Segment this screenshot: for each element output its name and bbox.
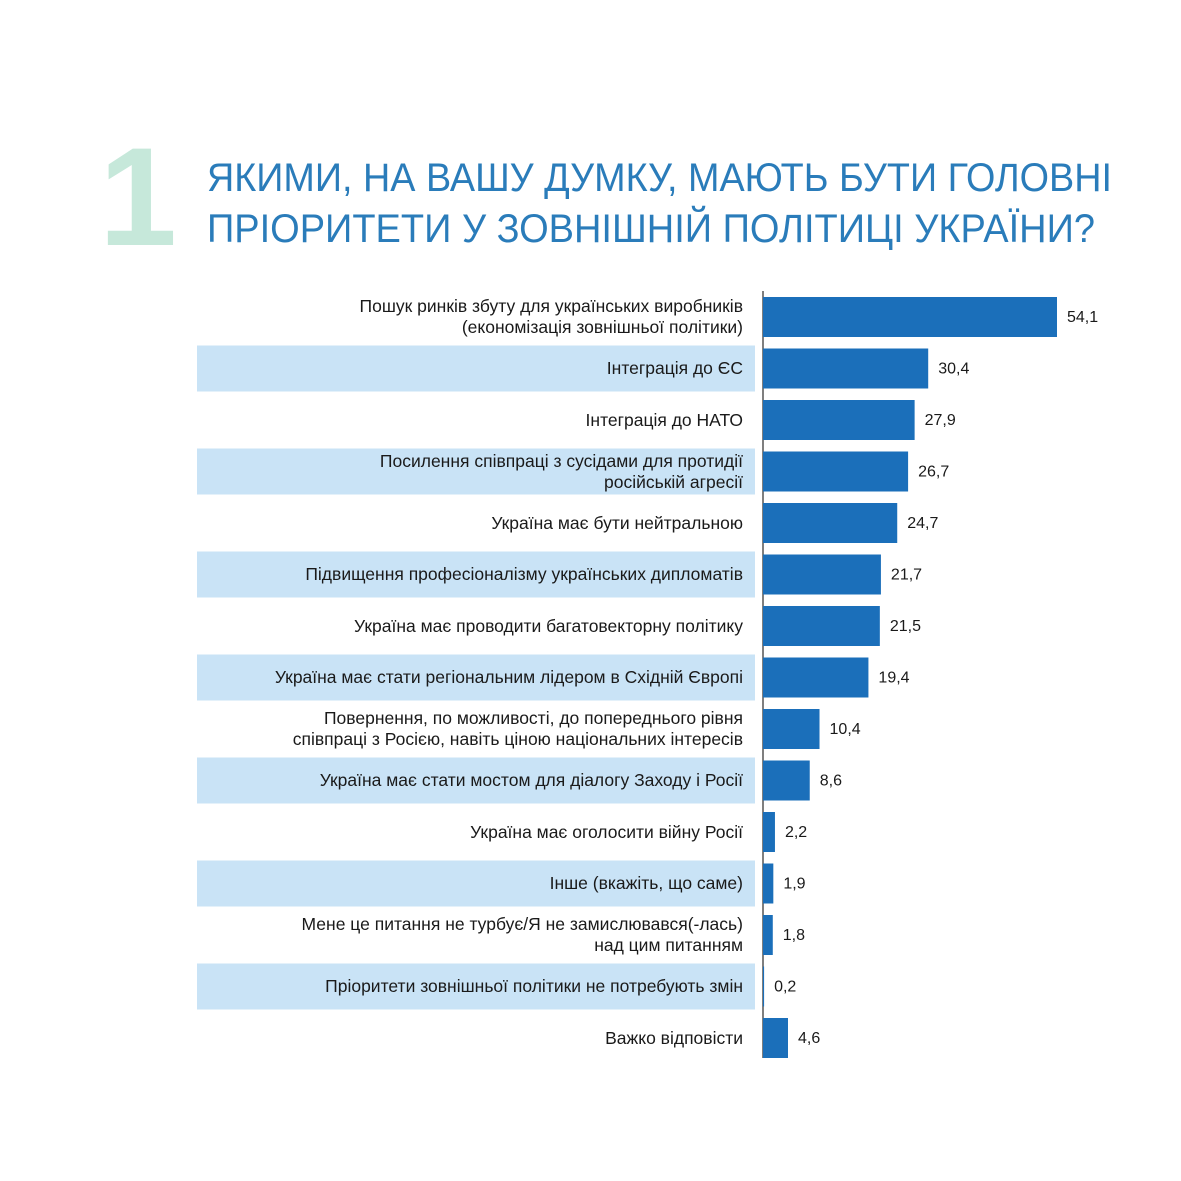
value-label: 8,6 <box>820 773 842 790</box>
bar <box>763 657 869 698</box>
category-label: Україна має бути нейтральною <box>491 512 743 533</box>
value-label: 1,9 <box>783 876 805 893</box>
bar <box>763 451 909 492</box>
row-band <box>197 551 755 598</box>
chart-title: ЯКИМИ, НА ВАШУ ДУМКУ, МАЮТЬ БУТИ ГОЛОВНІ <box>207 156 1112 200</box>
bar <box>763 760 810 801</box>
row-band <box>197 757 755 804</box>
bar <box>763 863 774 904</box>
question-number: 1 <box>99 118 177 275</box>
value-label: 4,6 <box>798 1030 820 1047</box>
category-label: Повернення, по можливості, до попередньо… <box>292 708 743 749</box>
bar <box>763 503 898 543</box>
value-label: 2,2 <box>785 824 807 841</box>
category-label: Україна має стати регіональним лідером в… <box>274 667 743 687</box>
value-label: 30,4 <box>938 361 969 378</box>
bar <box>763 554 881 595</box>
value-label: 10,4 <box>830 721 861 738</box>
bar <box>763 966 765 1007</box>
value-label: 26,7 <box>918 464 949 481</box>
chart-title: ПРІОРИТЕТИ У ЗОВНІШНІЙ ПОЛІТИЦІ УКРАЇНИ? <box>207 205 1095 251</box>
value-label: 21,7 <box>891 567 922 584</box>
category-label: Пошук ринків збуту для українських вироб… <box>359 296 743 337</box>
value-label: 0,2 <box>774 979 796 996</box>
value-label: 54,1 <box>1067 309 1098 326</box>
category-label: Підвищення професіоналізму українських д… <box>305 564 743 584</box>
bar <box>763 709 820 749</box>
row-band <box>197 654 755 701</box>
bar <box>763 297 1057 337</box>
category-label: Важко відповісти <box>605 1027 743 1048</box>
category-label: Україна має оголосити війну Росії <box>470 821 743 842</box>
category-label: Інтеграція до НАТО <box>585 409 743 430</box>
row-band <box>197 345 755 392</box>
value-label: 21,5 <box>890 618 921 635</box>
value-label: 19,4 <box>878 670 909 687</box>
category-label: Мене це питання не турбує/Я не замислюва… <box>301 914 743 955</box>
bar <box>763 1018 788 1058</box>
category-label: Пріоритети зовнішньої політики не потреб… <box>325 976 743 996</box>
bar <box>763 348 929 389</box>
category-label: Україна має проводити багатовекторну пол… <box>354 615 743 636</box>
value-label: 1,8 <box>783 927 805 944</box>
value-label: 27,9 <box>925 412 956 429</box>
category-label: Україна має стати мостом для діалогу Зах… <box>319 770 743 790</box>
bar <box>763 915 773 955</box>
category-label: Посилення співпраці з сусідами для проти… <box>379 450 743 492</box>
row-band <box>197 860 755 907</box>
bar <box>763 606 880 646</box>
value-label: 24,7 <box>907 515 938 532</box>
bar <box>763 812 775 852</box>
row-band <box>197 963 755 1010</box>
category-label: Інше (вкажіть, що саме) <box>549 873 743 893</box>
category-label: Інтеграція до ЄС <box>606 358 743 378</box>
bar <box>763 400 915 440</box>
row-band <box>197 448 755 495</box>
